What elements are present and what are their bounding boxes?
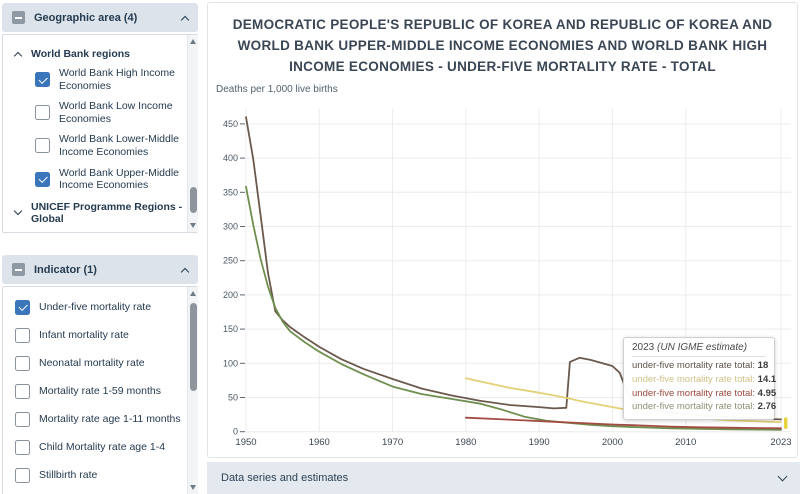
svg-text:1990: 1990 <box>529 437 550 448</box>
svg-text:250: 250 <box>223 256 238 266</box>
indicator-list-scrollbar[interactable] <box>187 287 198 494</box>
data-series-label: Data series and estimates <box>221 472 349 484</box>
checkbox-unchecked-icon[interactable] <box>35 105 50 121</box>
group-label: UNICEF Programme Regions - Global <box>31 200 183 225</box>
checkbox-label: World Bank High Income Economies <box>59 67 175 92</box>
chevron-down-icon[interactable] <box>777 471 788 481</box>
checkbox-label: Under-five mortality rate <box>39 300 152 313</box>
mortality-line-chart[interactable]: 0 50 100 150 200 250 300 350 400 450 1950 1960 1970 1… <box>208 99 799 455</box>
checkbox-label: World Bank Lower-Middle Income Economies <box>59 133 180 158</box>
checkbox-checked-icon[interactable] <box>35 171 50 187</box>
checkbox-label: Child Mortality rate age 1-4 <box>39 440 166 453</box>
chart-area[interactable]: 0 50 100 150 200 250 300 350 400 450 1950 1960 1970 1… <box>208 99 799 455</box>
checkbox-checked-icon[interactable] <box>15 299 30 315</box>
tooltip-year: 2023 <box>632 342 655 353</box>
svg-text:1950: 1950 <box>235 437 256 448</box>
checkbox-label: Infant mortality rate <box>39 328 129 341</box>
tooltip-header: 2023 (UN IGME estimate) <box>632 342 766 357</box>
svg-text:100: 100 <box>223 358 238 368</box>
group-toggle[interactable]: UNICEF Programme Regions - Global <box>13 200 183 226</box>
checkbox-unchecked-icon[interactable] <box>15 327 30 343</box>
svg-text:0: 0 <box>233 427 238 437</box>
checkbox-item[interactable]: World Bank Upper-Middle Income Economies <box>35 167 183 192</box>
collapse-minus-icon[interactable] <box>12 263 25 276</box>
checkbox-unchecked-icon[interactable] <box>35 138 50 154</box>
group-toggle[interactable]: World Bank regions <box>13 41 183 67</box>
geographic-area-list: World Bank regions World Bank High Income… <box>2 34 198 233</box>
svg-text:2023: 2023 <box>770 437 791 448</box>
svg-text:50: 50 <box>228 393 238 403</box>
svg-text:150: 150 <box>223 324 238 334</box>
indicator-list: Under-five mortality rate Infant mortalit… <box>2 286 198 494</box>
scroll-up-icon[interactable] <box>190 291 196 296</box>
collapse-minus-icon[interactable] <box>12 11 25 24</box>
chart-tooltip: 2023 (UN IGME estimate) under-five morta… <box>623 337 777 421</box>
checkbox-unchecked-icon[interactable] <box>15 439 30 455</box>
checkbox-item[interactable]: Stillbirth rate <box>15 461 183 489</box>
checkbox-item[interactable]: Child Mortality rate age 1-4 <box>15 433 183 461</box>
checkbox-unchecked-icon[interactable] <box>15 411 30 427</box>
chart-title: DEMOCRATIC PEOPLE'S REPUBLIC OF KOREA AN… <box>232 17 773 74</box>
checkbox-unchecked-icon[interactable] <box>15 383 30 399</box>
checkbox-item[interactable]: Neonatal mortality rate <box>15 349 183 377</box>
checkbox-unchecked-icon[interactable] <box>15 467 30 483</box>
tooltip-row: under-five mortality rate total: 14.1 <box>632 373 777 385</box>
svg-text:300: 300 <box>223 222 238 232</box>
scrollbar-thumb[interactable] <box>190 303 197 391</box>
y-axis-unit-label: Deaths per 1,000 live births <box>216 84 338 95</box>
checkbox-item[interactable]: Infant mortality rate <box>15 321 183 349</box>
svg-text:450: 450 <box>223 119 238 129</box>
checkbox-item[interactable]: Under-five mortality rate <box>15 293 183 321</box>
chevron-up-icon <box>13 51 23 61</box>
checkbox-item[interactable]: World Bank Low Income Economies <box>35 100 183 125</box>
geographic-area-title: Geographic area (4) <box>34 11 138 24</box>
tooltip-row: under-five mortality rate total: 18 <box>632 360 769 371</box>
indicator-header[interactable]: Indicator (1) <box>2 255 198 284</box>
checkbox-unchecked-icon[interactable] <box>15 355 30 371</box>
geographic-list-scrollbar[interactable] <box>187 35 198 232</box>
checkbox-label: World Bank Low Income Economies <box>59 100 173 125</box>
checkbox-item[interactable]: World Bank Lower-Middle Income Economies <box>35 133 183 158</box>
checkbox-item[interactable]: Mortality rate 1-59 months <box>15 377 183 405</box>
checkbox-item[interactable]: Mortality rate age 1-11 months <box>15 405 183 433</box>
svg-text:1970: 1970 <box>382 437 403 448</box>
checkbox-item[interactable]: World Bank High Income Economies <box>35 67 183 92</box>
checkbox-label: World Bank Upper-Middle Income Economies <box>59 166 180 192</box>
checkbox-label: Mortality rate age 1-11 months <box>39 412 181 425</box>
svg-text:350: 350 <box>223 187 238 197</box>
tooltip-source: (UN IGME estimate) <box>657 342 748 353</box>
geographic-area-header[interactable]: Geographic area (4) <box>2 3 198 32</box>
svg-text:2000: 2000 <box>602 437 623 448</box>
svg-text:2010: 2010 <box>675 437 696 448</box>
scroll-down-icon[interactable] <box>190 223 196 228</box>
scroll-up-icon[interactable] <box>190 39 196 44</box>
tooltip-row: under-five mortality rate total: 2.76 <box>632 401 777 413</box>
chart-card: DEMOCRATIC PEOPLE'S REPUBLIC OF KOREA AN… <box>207 2 798 458</box>
indicator-title: Indicator (1) <box>34 263 97 276</box>
checkbox-label: Neonatal mortality rate <box>39 356 145 369</box>
tooltip-rows: under-five mortality rate total: 18 under… <box>632 359 777 414</box>
svg-text:200: 200 <box>223 290 238 300</box>
chevron-up-icon[interactable] <box>180 15 190 24</box>
checkbox-checked-icon[interactable] <box>35 72 50 88</box>
group-label: World Bank regions <box>31 48 130 60</box>
scrollbar-thumb[interactable] <box>190 187 197 213</box>
svg-text:1980: 1980 <box>455 437 476 448</box>
scroll-down-icon[interactable] <box>190 485 196 490</box>
data-series-expander[interactable]: Data series and estimates <box>207 462 800 494</box>
svg-text:1960: 1960 <box>309 437 330 448</box>
svg-text:400: 400 <box>223 153 238 163</box>
checkbox-label: Stillbirth rate <box>39 468 98 481</box>
tooltip-row: under-five mortality rate total: 4.95 <box>632 387 777 399</box>
checkbox-label: Mortality rate 1-59 months <box>39 384 161 397</box>
chevron-up-icon[interactable] <box>180 267 190 276</box>
chevron-down-icon <box>13 207 23 216</box>
filter-sidebar: Geographic area (4) World Bank regions Wo… <box>0 0 200 494</box>
